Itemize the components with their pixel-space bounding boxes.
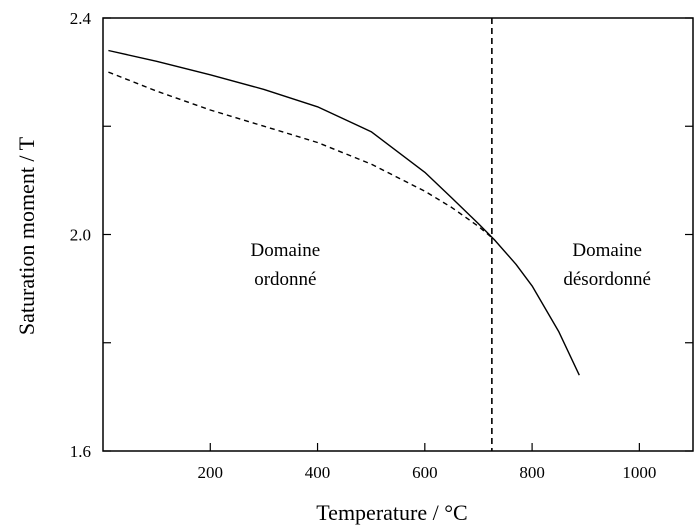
y-axis-label: Saturation moment / T bbox=[14, 136, 39, 335]
series-layer bbox=[108, 18, 580, 451]
x-tick-label-400: 400 bbox=[305, 463, 331, 482]
x-tick-label-1000: 1000 bbox=[622, 463, 656, 482]
annotation-1-line-0: Domaine bbox=[572, 240, 642, 261]
annotation-1-line-1: désordonné bbox=[563, 269, 651, 290]
y-tick-label-2.4: 2.4 bbox=[70, 9, 92, 28]
annotation-0-line-1: ordonné bbox=[254, 269, 316, 290]
plot-frame bbox=[102, 17, 694, 452]
x-axis-label: Temperature / °C bbox=[316, 500, 467, 525]
x-tick-label-200: 200 bbox=[198, 463, 224, 482]
series-dashed-line bbox=[108, 71, 495, 241]
y-tick-label-2: 2.0 bbox=[70, 226, 91, 245]
y-tick-label-1.6: 1.6 bbox=[70, 442, 91, 461]
x-tick-label-800: 800 bbox=[519, 463, 545, 482]
ticks bbox=[103, 17, 693, 452]
annotation-0-line-0: Domaine bbox=[251, 240, 321, 261]
labels: 200 400 600 800 1000 1.6 2.0 2.4 Domaine ordonné D… bbox=[70, 9, 657, 482]
series-solid-line bbox=[108, 49, 580, 376]
x-tick-label-600: 600 bbox=[412, 463, 438, 482]
